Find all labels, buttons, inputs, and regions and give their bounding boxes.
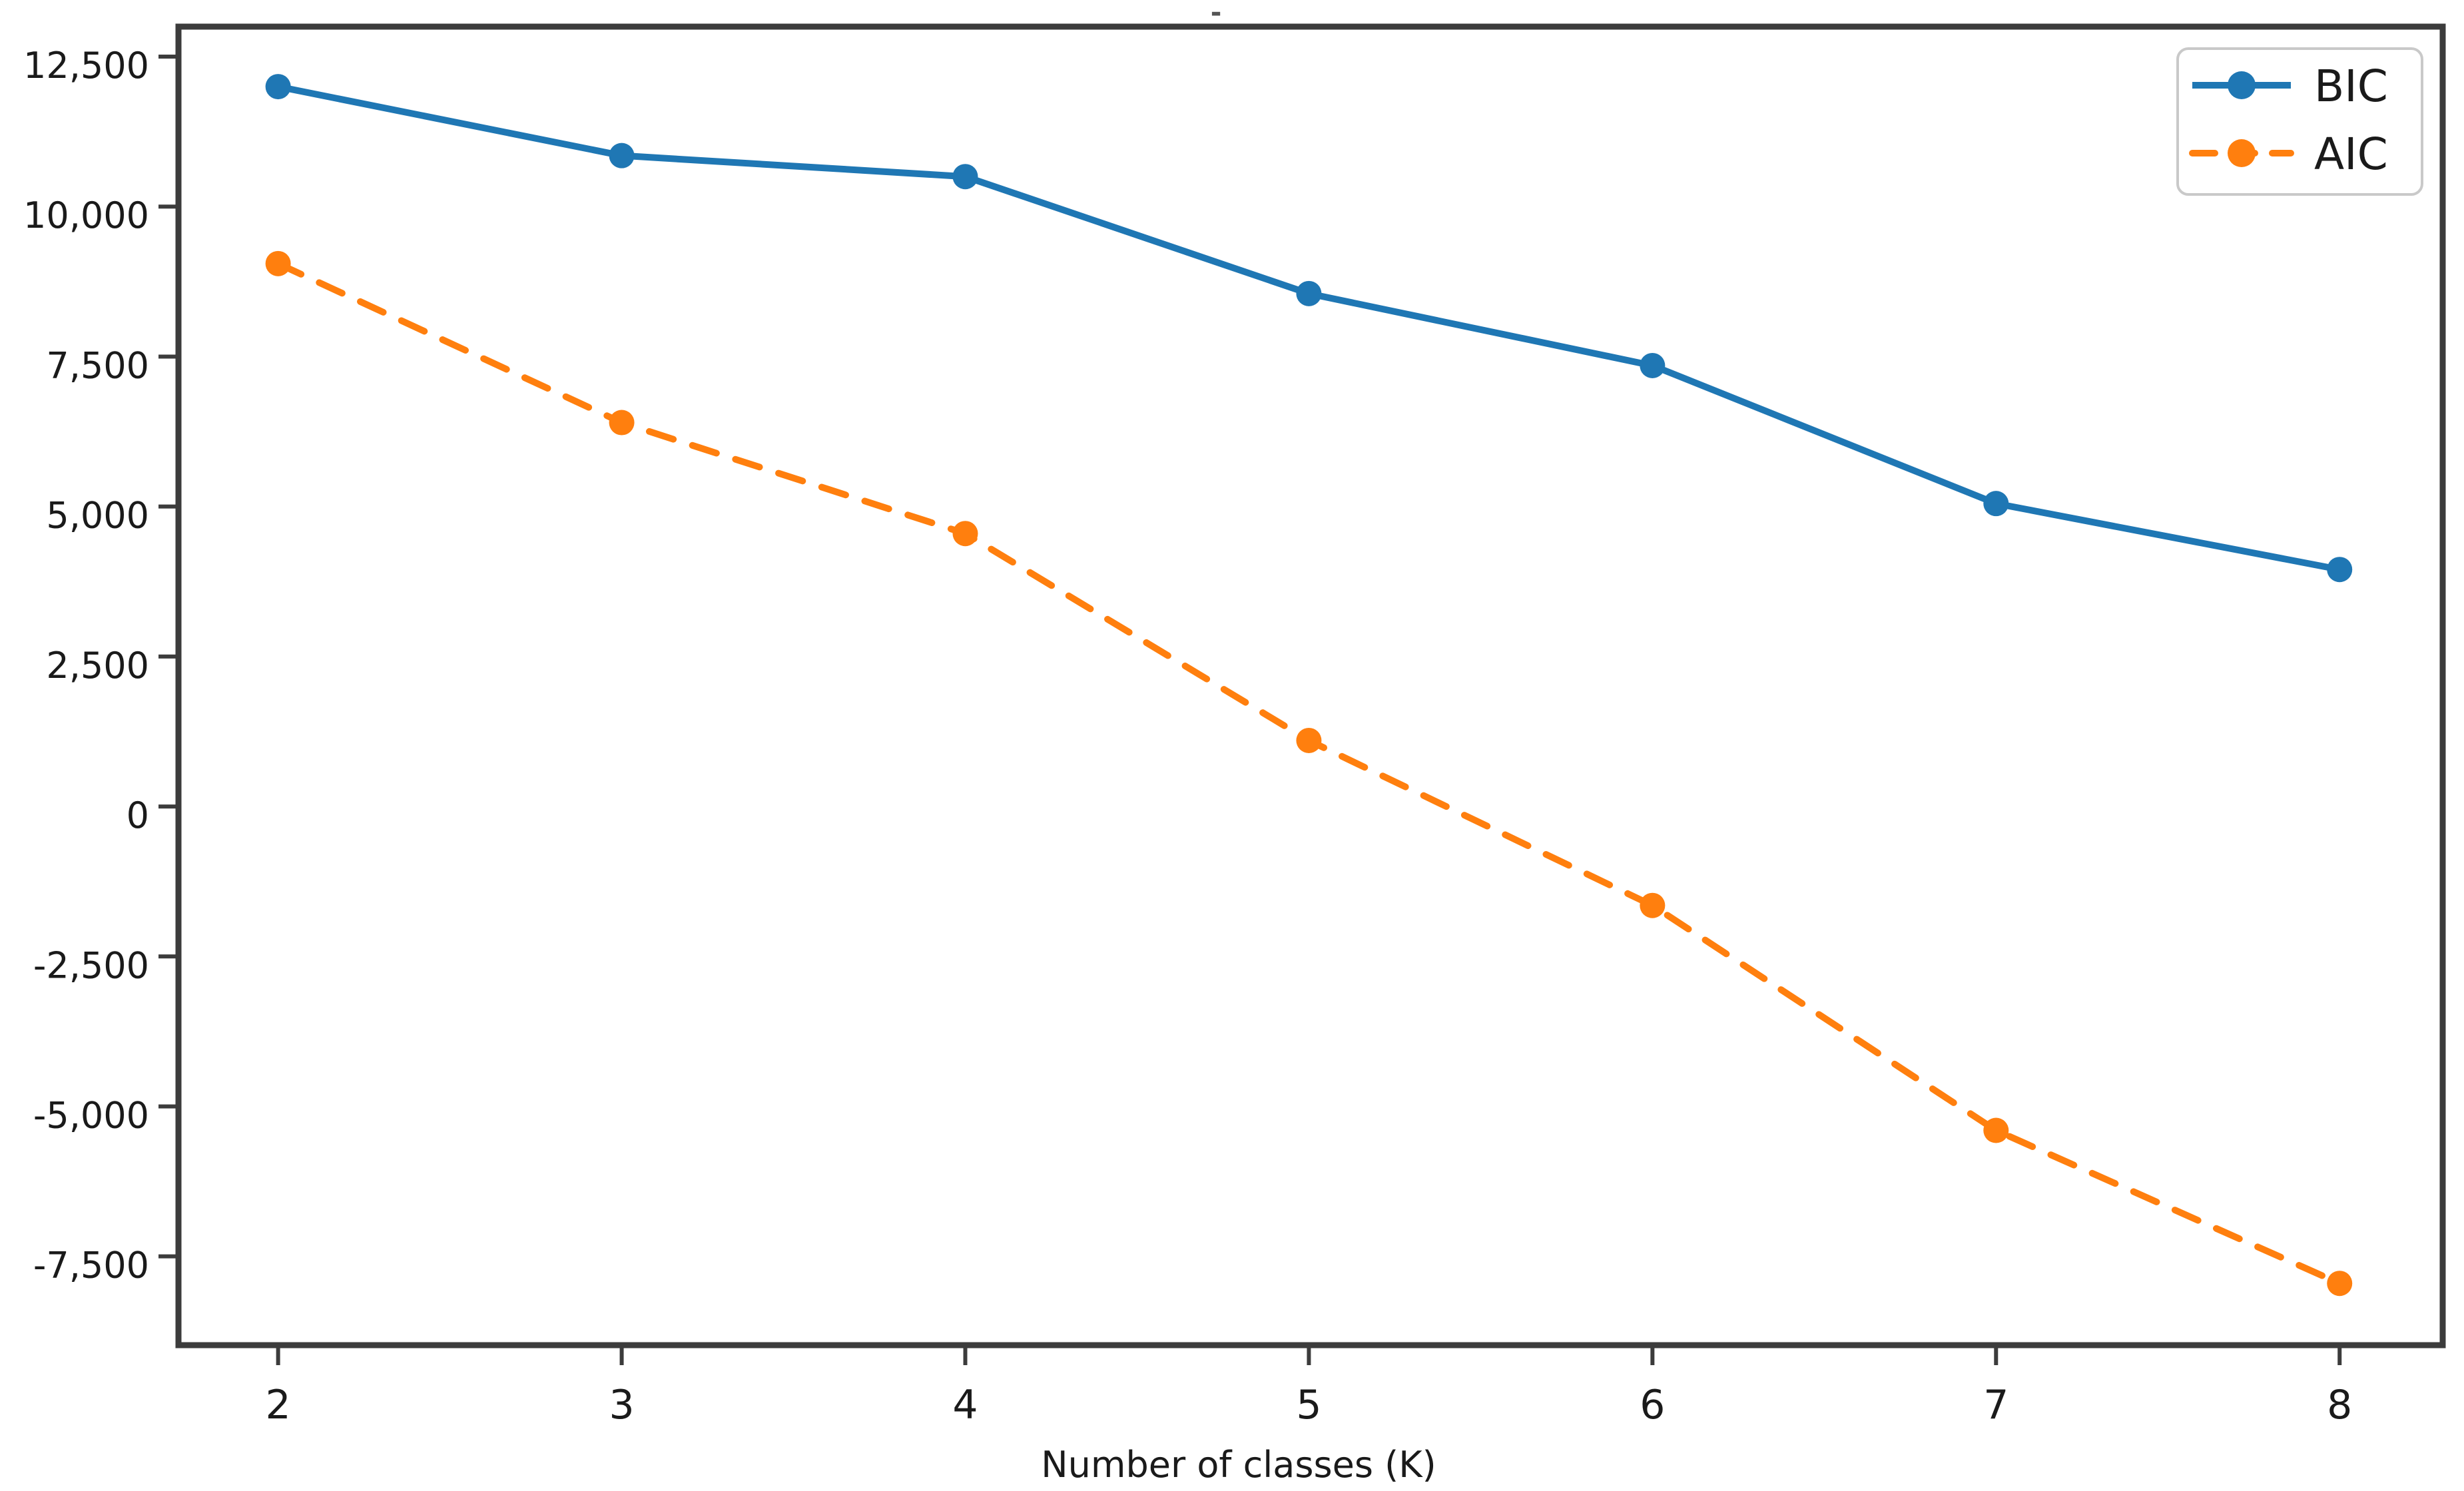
x-tick-label: 3 (609, 1382, 634, 1428)
bic-marker (265, 74, 291, 100)
y-tick-label: 2,500 (46, 645, 149, 687)
bic-line (277, 83, 2341, 573)
axes-frame (175, 23, 2446, 1348)
y-tick-label: 7,500 (46, 344, 149, 386)
y-tick-label: 5,000 (46, 495, 149, 537)
aic-marker (952, 521, 978, 547)
bic-marker (1983, 491, 2009, 517)
y-tick-label: -2,500 (33, 944, 149, 986)
y-tick-label: -7,500 (33, 1245, 149, 1287)
x-tick-label: 2 (266, 1382, 291, 1428)
bic-marker (952, 164, 978, 190)
bic-marker (1640, 352, 1666, 378)
x-tick-label: 7 (1983, 1382, 2008, 1428)
aic-marker (1983, 1117, 2009, 1143)
y-tick-label: 10,000 (23, 194, 149, 236)
bic-marker (609, 143, 635, 168)
x-axis-label: Number of classes (K) (1041, 1444, 1436, 1486)
chart-title: - (1211, 0, 1222, 28)
aic-marker (1640, 892, 1666, 918)
bic-marker (2327, 557, 2353, 583)
y-tick-label: -5,000 (33, 1094, 149, 1136)
legend-marker-aic (2228, 139, 2256, 167)
x-tick-label: 8 (2327, 1382, 2352, 1428)
y-tick-label: 0 (127, 794, 149, 836)
legend-label-aic: AIC (2314, 129, 2388, 180)
aic-line (274, 260, 2343, 1287)
x-tick-label: 5 (1296, 1382, 1321, 1428)
legend-marker-bic (2228, 71, 2256, 99)
x-tick-label: 6 (1640, 1382, 1665, 1428)
legend-label-bic: BIC (2314, 61, 2388, 112)
x-tick-label: 4 (952, 1382, 978, 1428)
aic-marker (2327, 1271, 2353, 1297)
aic-marker (265, 250, 291, 276)
y-tick-label: 12,500 (23, 45, 149, 87)
aic-marker (609, 410, 635, 436)
bic-marker (1296, 280, 1322, 306)
aic-marker (1296, 727, 1322, 753)
